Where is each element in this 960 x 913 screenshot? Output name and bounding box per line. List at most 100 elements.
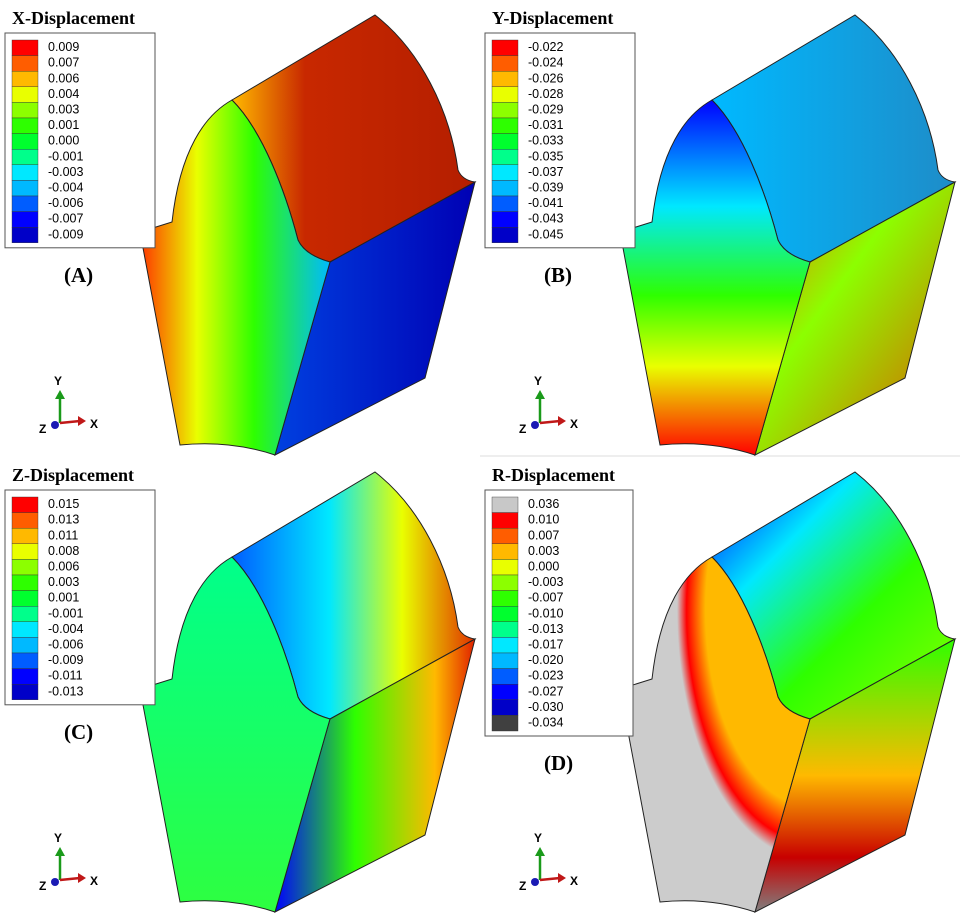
legend-swatch [491,226,519,243]
axis-z-dot [51,421,59,429]
legend-value: -0.003 [528,575,563,589]
legend-swatch [11,668,39,685]
legend-swatch [491,180,519,197]
legend-swatch [491,148,519,165]
legend-swatch [491,652,519,669]
legend-value: -0.007 [48,212,83,226]
legend-swatch [11,637,39,654]
legend-value: 0.007 [48,56,79,70]
legend-swatch [491,496,519,513]
axis-y-head [55,390,65,399]
axis-y-label: Y [54,831,62,845]
legend-swatch [11,70,39,87]
axis-y-label: Y [54,374,62,388]
legend-swatch [11,543,39,560]
axis-z-dot [51,878,59,886]
panel-label: (C) [64,720,93,744]
panel: Y-Displacement-0.022-0.024-0.026-0.028-0… [484,8,956,456]
model-contour [139,14,476,456]
legend-swatch [491,133,519,150]
legend-value: -0.030 [528,700,563,714]
legend-title: X-Displacement [12,8,135,28]
legend-swatch [491,39,519,56]
axis-z-label: Z [39,422,46,436]
legend-swatch [11,683,39,700]
legend-swatch [491,102,519,119]
legend-value: 0.006 [48,559,79,573]
axis-z-label: Z [519,879,526,893]
legend-value: 0.036 [528,497,559,511]
panel-label: (D) [544,751,573,775]
legend-swatch [11,86,39,103]
legend-swatch [491,668,519,685]
axis-y-head [535,390,545,399]
legend-swatch [11,117,39,134]
legend-swatch [11,605,39,622]
legend-value: -0.026 [528,71,563,85]
legend-swatch [491,117,519,134]
legend-swatch [491,621,519,638]
axis-x-arrow [59,419,81,425]
legend-value: -0.001 [48,149,83,163]
legend-swatch [11,55,39,72]
legend-swatch [11,621,39,638]
legend-swatch [11,180,39,197]
legend-title: R-Displacement [492,465,615,485]
legend-value: 0.015 [48,497,79,511]
legend-value: -0.013 [528,622,563,636]
legend-title: Z-Displacement [12,465,134,485]
legend-value: -0.004 [48,180,83,194]
legend-swatch [11,559,39,576]
legend-swatch [11,496,39,513]
legend-value: -0.013 [48,684,83,698]
legend-value: -0.009 [48,227,83,241]
legend-swatch [11,195,39,212]
legend-title: Y-Displacement [492,8,613,28]
legend-value: 0.004 [48,87,79,101]
axis-x-arrow [59,876,81,882]
legend-value: -0.035 [528,149,563,163]
legend-value: -0.007 [528,591,563,605]
legend-value: 0.010 [528,513,559,527]
legend-value: 0.003 [48,102,79,116]
legend-value: -0.020 [528,653,563,667]
legend-swatch [491,559,519,576]
legend-value: -0.039 [528,180,563,194]
axis-y-label: Y [534,374,542,388]
legend-swatch [491,605,519,622]
legend-value: -0.006 [48,196,83,210]
axis-z-dot [531,878,539,886]
panel-label: (B) [544,263,572,287]
legend-swatch [491,715,519,732]
legend-value: 0.001 [48,591,79,605]
legend-value: 0.013 [48,513,79,527]
legend-value: -0.033 [528,134,563,148]
axis-y-label: Y [534,831,542,845]
legend-value: -0.034 [528,715,563,729]
legend-value: -0.028 [528,87,563,101]
legend-value: -0.006 [48,637,83,651]
legend-swatch [491,164,519,181]
legend-swatch [11,148,39,165]
legend-swatch [491,86,519,103]
legend-swatch [491,195,519,212]
legend-swatch [11,527,39,544]
legend-value: 0.008 [48,544,79,558]
legend-swatch [491,590,519,607]
legend-swatch [11,211,39,228]
legend-swatch [491,512,519,529]
legend-swatch [491,637,519,654]
axis-x-label: X [570,417,578,431]
axis-x-label: X [90,874,98,888]
legend-value: -0.043 [528,212,563,226]
axis-y-head [535,847,545,856]
legend-value: -0.022 [528,40,563,54]
legend-swatch [11,164,39,181]
legend-value: -0.029 [528,102,563,116]
legend-swatch [491,55,519,72]
legend-value: -0.037 [528,165,563,179]
legend-value: 0.011 [48,528,78,542]
